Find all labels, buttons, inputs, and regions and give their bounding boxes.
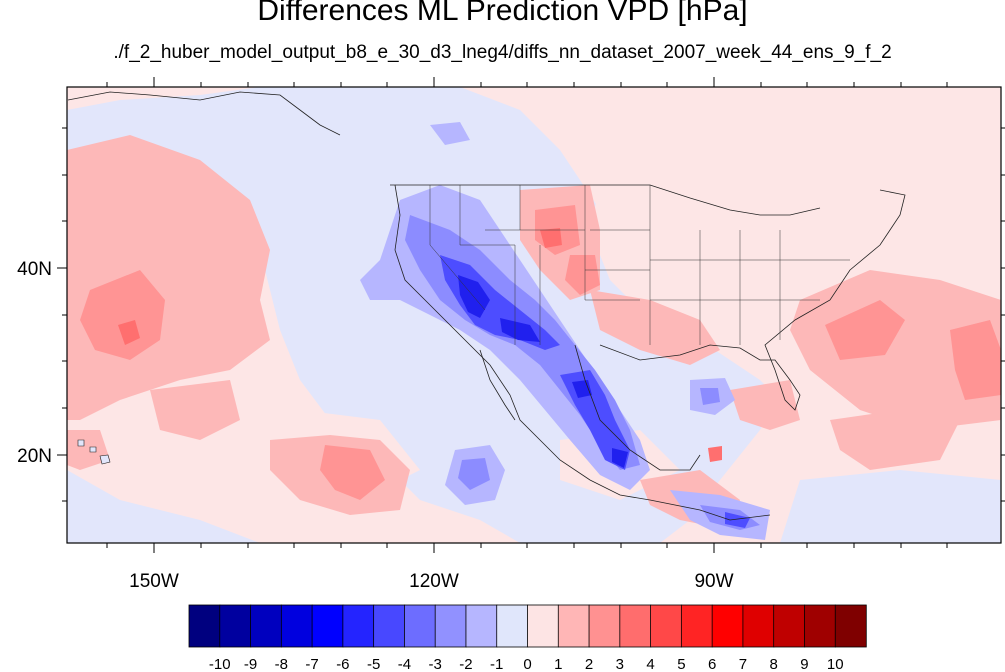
colorbar-swatch — [557, 604, 590, 648]
coastlines — [67, 91, 906, 521]
colorbar-label: 4 — [646, 656, 654, 672]
colorbar-label: 9 — [800, 656, 808, 672]
colorbar-label: -5 — [367, 656, 380, 672]
colorbar-swatch — [465, 604, 498, 648]
strong-positive-anomaly — [80, 205, 1001, 500]
colorbar-label: 2 — [585, 656, 593, 672]
colorbar-label: -7 — [305, 656, 318, 672]
colorbar-label: 8 — [770, 656, 778, 672]
colorbar-label: 7 — [739, 656, 747, 672]
colorbar-swatch — [373, 604, 406, 648]
colorbar-label: 5 — [677, 656, 685, 672]
colorbar-swatch — [250, 604, 283, 648]
colorbar-swatch — [742, 604, 775, 648]
colorbar-label: -10 — [209, 656, 231, 672]
y-tick-label-20n: 20N — [17, 446, 52, 467]
colorbar-swatch — [434, 604, 467, 648]
colorbar-swatch — [588, 604, 621, 648]
colorbar: -10 -9 -8 -7 -6 -5 -4 -3 -2 -1 0 1 2 3 4 5 6 7 8 9 10 — [188, 604, 867, 672]
colorbar-swatch — [188, 604, 221, 648]
colorbar-swatch — [711, 604, 744, 648]
colorbar-swatch — [527, 604, 559, 648]
colorbar-swatch — [804, 604, 836, 648]
axis-ticks — [57, 77, 1005, 553]
colorbar-label: 0 — [523, 656, 531, 672]
colorbar-swatch — [311, 604, 344, 648]
colorbar-swatch — [619, 604, 652, 648]
colorbar-label: -4 — [398, 656, 411, 672]
colorbar-label: -1 — [490, 656, 503, 672]
colorbar-label: -6 — [336, 656, 349, 672]
colorbar-swatch — [280, 604, 313, 648]
map-subtitle: ./f_2_huber_model_output_b8_e_30_d3_lneg… — [113, 42, 892, 63]
difference-field — [67, 87, 1001, 543]
colorbar-swatch — [496, 604, 529, 648]
y-tick-label-40n: 40N — [17, 259, 52, 280]
colorbar-label: -9 — [244, 656, 257, 672]
colorbar-label: 10 — [827, 656, 844, 672]
colorbar-swatch — [404, 604, 436, 648]
colorbar-swatch — [773, 604, 806, 648]
x-tick-label-150w: 150W — [129, 571, 179, 592]
colorbar-swatch — [834, 604, 867, 648]
peak-positive-anomaly — [118, 228, 722, 462]
map-title: Differences ML Prediction VPD [hPa] — [257, 0, 748, 27]
colorbar-swatch — [219, 604, 252, 648]
colorbar-swatch — [342, 604, 375, 648]
hawaii-islands — [77, 439, 111, 465]
colorbar-label: 3 — [616, 656, 624, 672]
x-tick-label-120w: 120W — [409, 571, 459, 592]
colorbar-swatch — [680, 604, 713, 648]
colorbar-swatch — [650, 604, 683, 648]
state-borders — [429, 185, 850, 345]
colorbar-label: -2 — [459, 656, 472, 672]
x-tick-label-90w: 90W — [694, 571, 733, 592]
colorbar-label: 6 — [708, 656, 716, 672]
colorbar-label: -8 — [275, 656, 288, 672]
colorbar-label: -3 — [429, 656, 442, 672]
colorbar-label: 1 — [554, 656, 562, 672]
